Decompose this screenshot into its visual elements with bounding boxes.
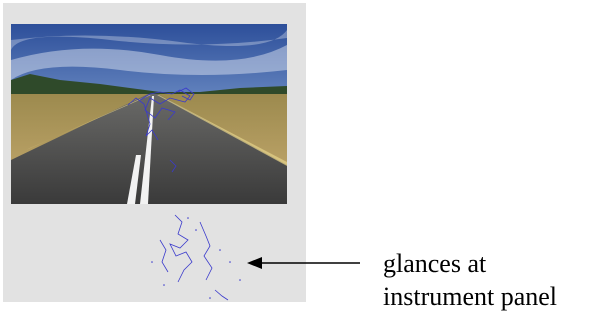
figure: glances at instrument panel [0, 0, 598, 316]
road-photo [11, 24, 287, 204]
annotation-line: instrument panel [383, 282, 557, 311]
annotation-line: glances at [383, 249, 487, 278]
